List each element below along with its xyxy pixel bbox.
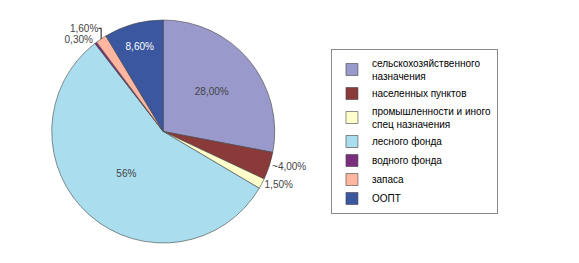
svg-text:запаса: запаса [372, 174, 404, 185]
svg-text:лесного фонда: лесного фонда [372, 136, 442, 147]
svg-text:56%: 56% [116, 168, 136, 179]
svg-text:населенных пунктов: населенных пунктов [372, 88, 467, 99]
svg-text:8,60%: 8,60% [126, 41, 154, 52]
svg-text:ООПТ: ООПТ [372, 193, 401, 204]
svg-text:28,00%: 28,00% [195, 86, 229, 97]
svg-text:0,30%: 0,30% [65, 34, 93, 45]
svg-text:промышленности и иногоспец наз: промышленности и иногоспец назначения [372, 106, 491, 130]
svg-text:сельскохозяйственногоназначени: сельскохозяйственногоназначения [372, 58, 481, 82]
svg-text:1,60%: 1,60% [70, 23, 98, 34]
svg-text:водного фонда: водного фонда [372, 155, 442, 166]
svg-text:~4,00%: ~4,00% [272, 161, 306, 172]
svg-text:1,50%: 1,50% [265, 179, 293, 190]
